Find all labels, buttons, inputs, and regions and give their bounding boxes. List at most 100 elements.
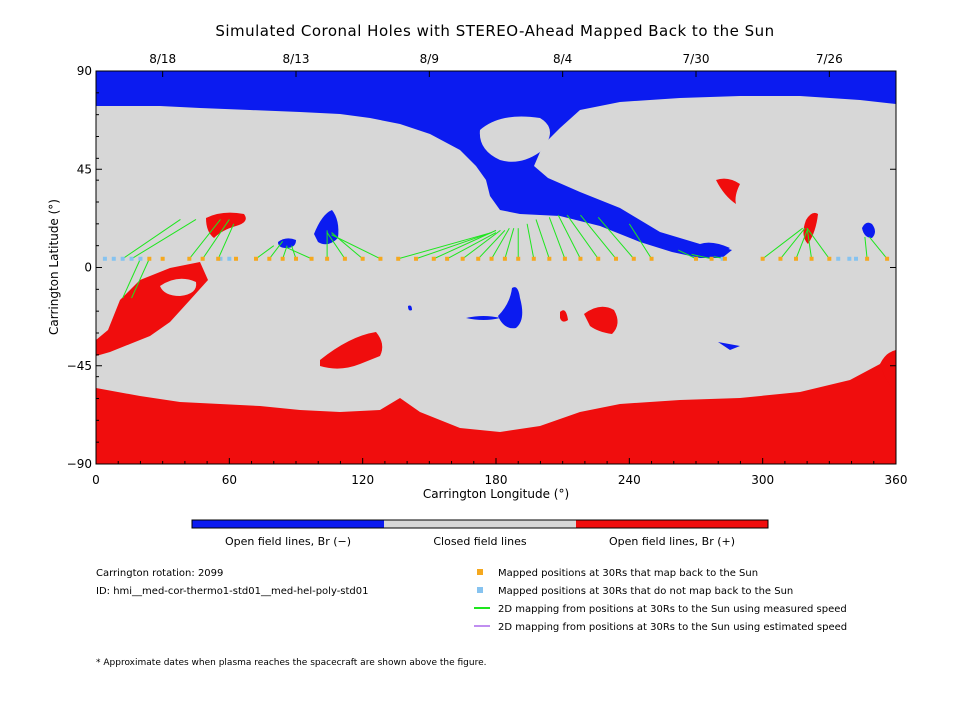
negative-hole-85 bbox=[278, 238, 296, 248]
mapped-point-20 bbox=[476, 256, 481, 261]
mapped-point-36 bbox=[778, 256, 783, 261]
mapping-line-33 bbox=[678, 249, 697, 260]
mapped-point-32 bbox=[694, 256, 698, 261]
mapping-line-26 bbox=[535, 219, 550, 259]
mapped-point-41 bbox=[885, 256, 890, 261]
mapped-point-12 bbox=[342, 256, 347, 261]
mapped-point-34 bbox=[722, 256, 727, 261]
axes: 0 60 120 180 240 300 360 −90 −45 0 45 90 8/18 8/13 8/9… bbox=[67, 52, 908, 487]
x-tick-label-5: 300 bbox=[751, 473, 774, 487]
mapping-line-38 bbox=[795, 230, 808, 259]
mapping-line-36 bbox=[762, 227, 803, 260]
x-tick-label-1: 60 bbox=[222, 473, 237, 487]
mapping-line-21 bbox=[477, 230, 506, 260]
y-tick-label-2: 0 bbox=[84, 261, 92, 275]
negative-hole-183 bbox=[498, 287, 523, 329]
top-date-label-2: 8/9 bbox=[420, 52, 439, 66]
unmapped-point-2 bbox=[120, 256, 125, 261]
legend-label-estimated: 2D mapping from positions at 30Rs to the… bbox=[498, 622, 847, 633]
unmapped-point-5 bbox=[218, 256, 223, 261]
mapping-line-6 bbox=[217, 223, 235, 259]
footnote: * Approximate dates when plasma reaches … bbox=[96, 658, 487, 668]
top-date-label-5: 7/26 bbox=[816, 52, 843, 66]
mapped-point-27 bbox=[578, 256, 583, 261]
unmapped-point-7 bbox=[720, 256, 725, 261]
top-date-label-1: 8/13 bbox=[283, 52, 310, 66]
mapped-points bbox=[102, 256, 890, 261]
mapped-point-40 bbox=[865, 256, 870, 261]
mapping-line-22 bbox=[491, 227, 510, 260]
unmapped-point-9 bbox=[847, 256, 852, 261]
south-positive-lobe bbox=[320, 332, 383, 369]
mapping-line-11 bbox=[286, 247, 312, 260]
chart-title: Simulated Coronal Holes with STEREO-Ahea… bbox=[215, 22, 774, 40]
coronal-hole-map bbox=[96, 71, 896, 464]
mapped-point-9 bbox=[294, 256, 298, 261]
tongue-hole bbox=[160, 278, 197, 296]
colorbar-label-closed: Closed field lines bbox=[433, 535, 527, 548]
mapped-point-17 bbox=[431, 256, 436, 261]
mapped-point-35 bbox=[760, 256, 765, 261]
mapping-line-5 bbox=[202, 219, 230, 260]
positive-hole-210 bbox=[560, 310, 568, 322]
north-polar-gap bbox=[410, 131, 420, 143]
negative-sliver-175 bbox=[466, 316, 500, 320]
y-axis-label: Carrington Latitude (°) bbox=[47, 199, 61, 335]
mapping-line-28 bbox=[557, 214, 581, 259]
mapped-point-30 bbox=[631, 256, 636, 261]
x-tick-label-4: 240 bbox=[618, 473, 641, 487]
unmapped-point-0 bbox=[102, 256, 107, 261]
colorbar-label-open-negative: Open field lines, Br (−) bbox=[225, 535, 351, 548]
colorbar-open-negative bbox=[192, 520, 384, 528]
mapping-line-40 bbox=[806, 227, 830, 260]
mapped-point-24 bbox=[531, 256, 536, 261]
carrington-rotation: Carrington rotation: 2099 bbox=[96, 568, 223, 579]
negative-hole-350 bbox=[862, 222, 875, 238]
mapping-line-17 bbox=[415, 232, 492, 260]
positive-hole-320 bbox=[803, 212, 818, 244]
legend-marker-not-mapped bbox=[477, 587, 483, 593]
mapped-point-16 bbox=[414, 256, 418, 261]
mapping-line-25 bbox=[526, 223, 535, 259]
mapping-line-19 bbox=[446, 232, 497, 260]
y-tick-label-1: −45 bbox=[67, 359, 92, 373]
unmapped-point-6 bbox=[227, 256, 232, 261]
mapped-point-13 bbox=[360, 256, 365, 261]
mapped-point-31 bbox=[649, 256, 654, 261]
negative-tail-270 bbox=[700, 242, 730, 256]
colorbar-closed bbox=[384, 520, 576, 528]
mapping-line-3 bbox=[131, 258, 150, 299]
mapped-point-6 bbox=[254, 256, 258, 261]
y-tick-label-3: 45 bbox=[77, 162, 92, 176]
positive-hole-285 bbox=[716, 178, 740, 204]
mapped-point-28 bbox=[596, 256, 601, 261]
mapping-line-32 bbox=[628, 223, 652, 260]
mapping-line-15 bbox=[331, 234, 381, 260]
mapped-point-14 bbox=[378, 256, 383, 261]
mapped-point-33 bbox=[709, 256, 714, 261]
mapping-line-16 bbox=[398, 232, 492, 260]
mapped-point-11 bbox=[325, 256, 330, 261]
unmapped-point-3 bbox=[129, 256, 134, 261]
mapping-line-18 bbox=[433, 229, 497, 260]
mapped-point-23 bbox=[516, 256, 521, 261]
mapped-point-8 bbox=[280, 256, 285, 261]
north-polar-hole bbox=[96, 71, 896, 258]
north-polar-bay bbox=[479, 116, 550, 162]
mapping-line-7 bbox=[255, 245, 275, 260]
mapped-point-10 bbox=[309, 256, 314, 261]
mapped-point-38 bbox=[809, 256, 814, 261]
mapped-point-22 bbox=[502, 256, 507, 261]
colorbar: Open field lines, Br (−) Closed field li… bbox=[191, 519, 769, 548]
colorbar-open-positive bbox=[576, 520, 768, 528]
mapped-point-39 bbox=[827, 256, 832, 261]
mapped-point-7 bbox=[267, 256, 272, 261]
unmapped-point-1 bbox=[111, 256, 116, 261]
mapped-point-37 bbox=[794, 256, 798, 261]
mapping-line-37 bbox=[780, 227, 806, 260]
mapping-line-2 bbox=[122, 258, 141, 299]
mapping-line-30 bbox=[580, 214, 617, 260]
mapped-point-15 bbox=[396, 256, 401, 261]
mapping-line-29 bbox=[566, 214, 599, 260]
